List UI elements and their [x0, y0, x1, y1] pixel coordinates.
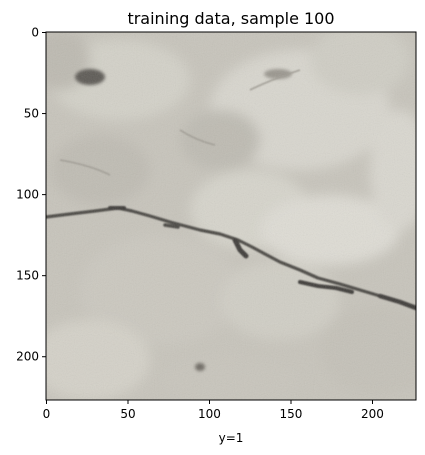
y-tick-label: 100: [16, 188, 39, 202]
x-tick-label: 50: [120, 407, 135, 421]
x-tick-label: 200: [361, 407, 384, 421]
chart-title: training data, sample 100: [127, 9, 334, 28]
axes-frame: [45, 31, 417, 401]
y-tick-label: 0: [31, 26, 39, 40]
sample-image: [46, 32, 416, 400]
y-tick-label: 150: [16, 269, 39, 283]
x-axis-label: y=1: [219, 431, 244, 445]
y-tick-label: 50: [24, 107, 39, 121]
x-tick-label: 100: [198, 407, 221, 421]
x-tick-label: 150: [280, 407, 303, 421]
y-axis: 0 50 100 150 200: [16, 26, 46, 364]
x-tick-label: 0: [43, 407, 51, 421]
y-tick-label: 200: [16, 350, 39, 364]
x-axis: 0 50 100 150 200: [43, 400, 384, 421]
